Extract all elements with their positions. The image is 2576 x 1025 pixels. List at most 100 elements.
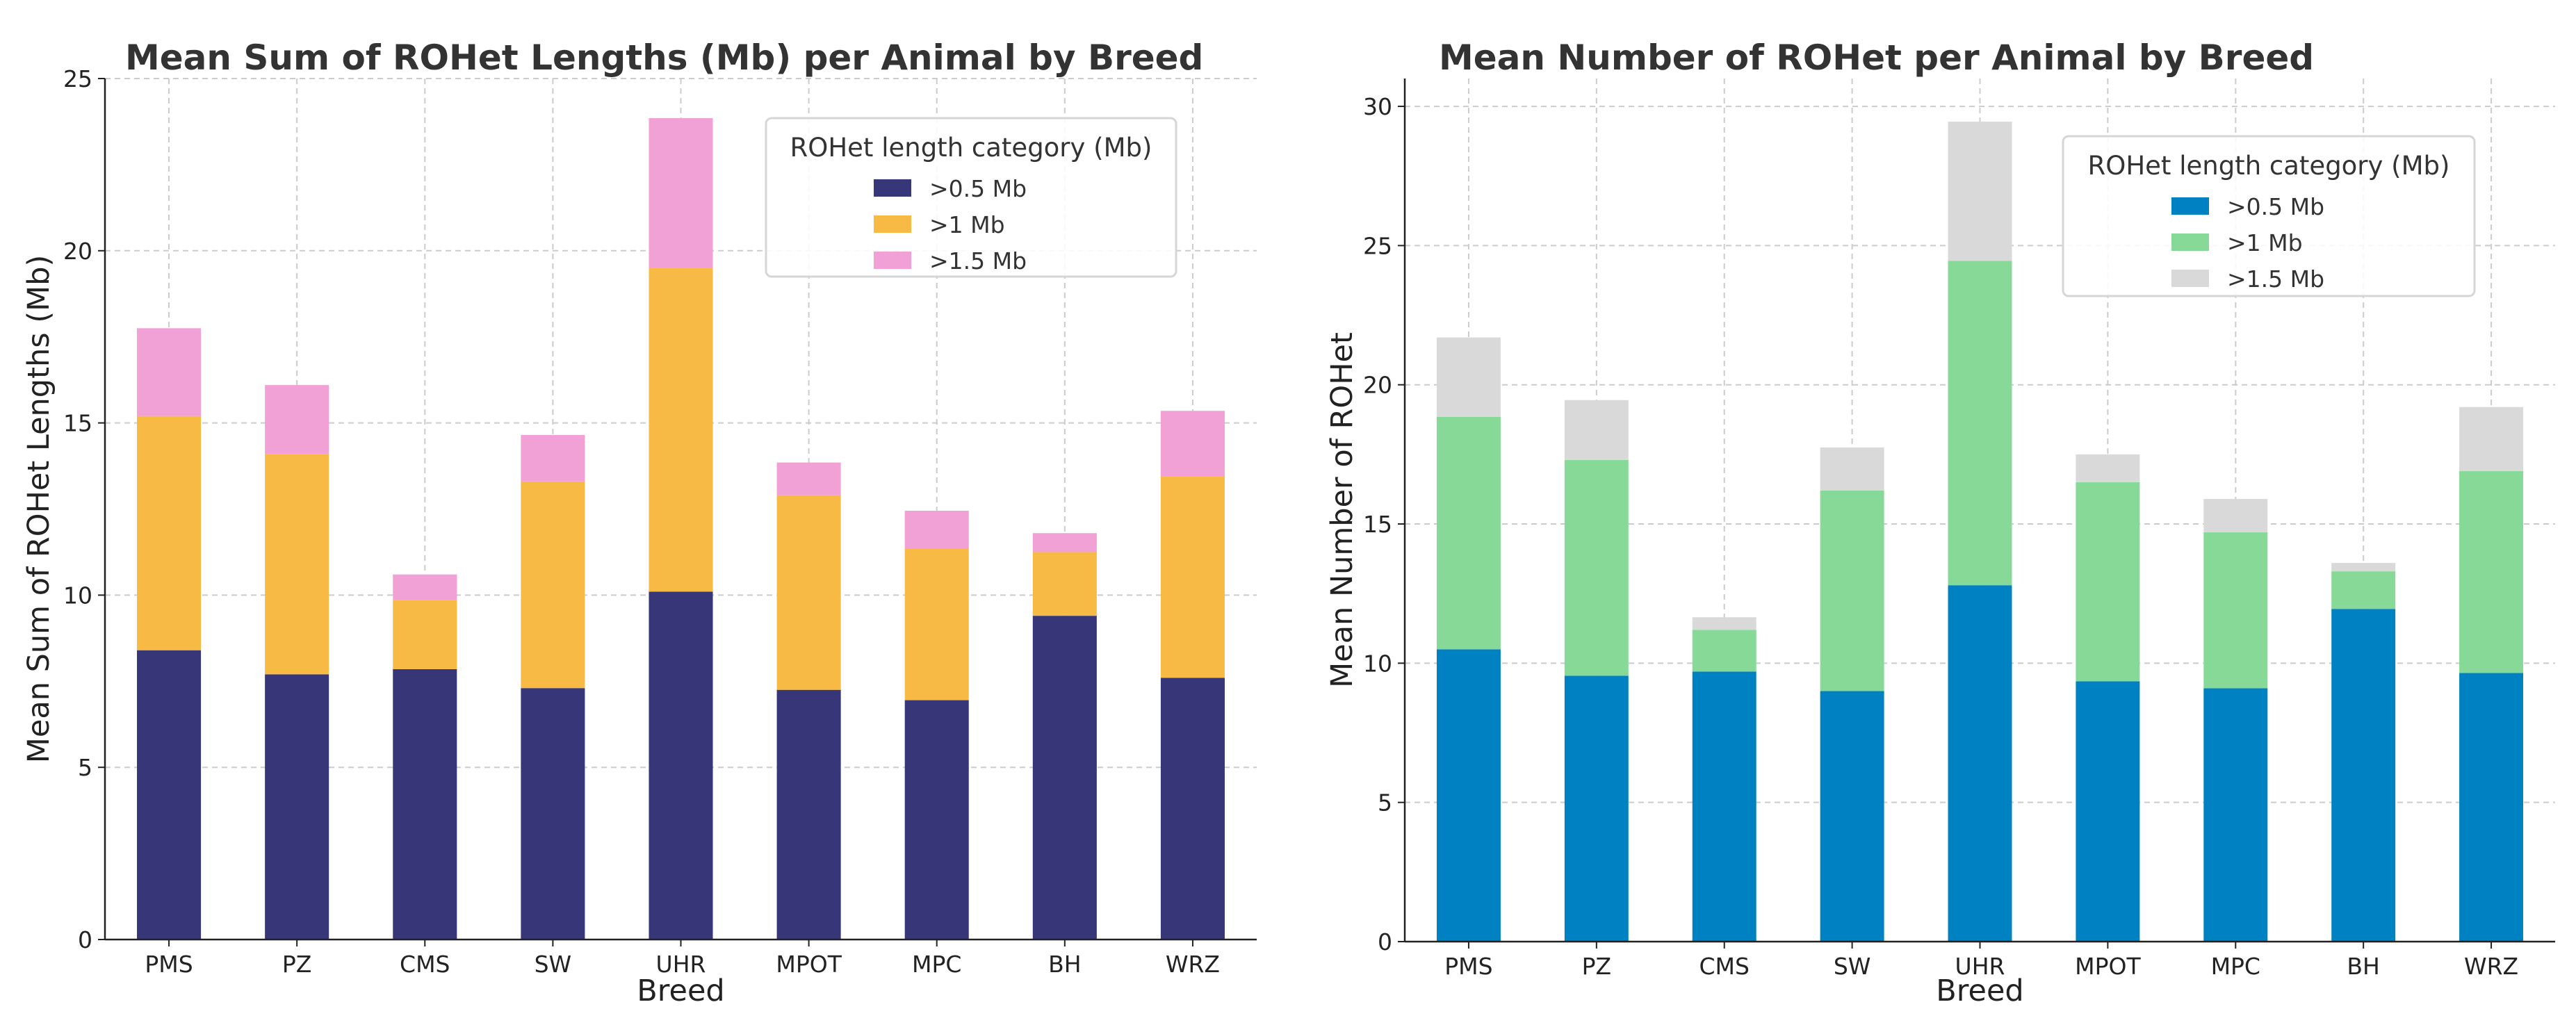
legend-title: ROHet length category (Mb) xyxy=(2088,151,2450,181)
y-tick-label: 15 xyxy=(1363,511,1392,538)
bar-MPOT-15Mb xyxy=(776,462,841,495)
bar-MPOT-15Mb xyxy=(2076,454,2140,482)
bar-BH-1Mb xyxy=(1032,552,1097,616)
y-tick-label: 20 xyxy=(1363,372,1392,399)
bar-SW-1Mb xyxy=(1820,490,1884,691)
x-tick-label: MPOT xyxy=(2075,953,2141,980)
chart-title: Mean Number of ROHet per Animal by Breed xyxy=(1439,38,2314,78)
y-tick-label: 5 xyxy=(78,754,92,781)
bar-PMS-1Mb xyxy=(1436,416,1501,650)
bar-MPC-15Mb xyxy=(904,510,969,549)
bar-UHR-1Mb xyxy=(649,268,713,592)
bar-PMS-1Mb xyxy=(137,416,202,650)
legend-box xyxy=(2062,135,2476,297)
x-tick-label: MPOT xyxy=(776,951,842,978)
bar-BH-15Mb xyxy=(2331,563,2396,572)
bar-UHR-15Mb xyxy=(1948,122,2012,261)
x-axis-label: Breed xyxy=(1936,974,2023,1008)
bar-WRZ-1Mb xyxy=(1160,476,1225,678)
legend-swatch xyxy=(874,252,911,269)
bar-BH-15Mb xyxy=(1032,533,1097,552)
x-tick-label: SW xyxy=(535,951,572,978)
bar-UHR-05Mb xyxy=(649,591,713,940)
x-tick-label: PMS xyxy=(145,951,193,978)
bar-PMS-15Mb xyxy=(1436,337,1501,417)
y-tick-label: 15 xyxy=(63,410,92,437)
bar-CMS-05Mb xyxy=(1692,671,1756,942)
legend-swatch xyxy=(874,179,911,197)
x-tick-label: BH xyxy=(1048,951,1081,978)
bar-MPOT-1Mb xyxy=(2076,482,2140,682)
legend-label: >1 Mb xyxy=(2227,229,2303,256)
x-tick-label: PZ xyxy=(1582,953,1612,980)
bar-MPC-1Mb xyxy=(904,548,969,700)
bar-MPOT-1Mb xyxy=(776,495,841,690)
bar-MPOT-05Mb xyxy=(2076,681,2140,942)
bar-MPC-05Mb xyxy=(2203,688,2268,942)
legend: ROHet length category (Mb) >0.5 Mb >1 Mb >1… xyxy=(765,117,1177,278)
x-tick-label: SW xyxy=(1834,953,1871,980)
bar-PZ-05Mb xyxy=(265,674,329,940)
bar-SW-15Mb xyxy=(521,434,585,482)
bar-CMS-1Mb xyxy=(393,600,457,669)
bar-UHR-1Mb xyxy=(1948,261,2012,586)
bar-MPC-1Mb xyxy=(2203,532,2268,689)
bar-WRZ-05Mb xyxy=(2459,673,2524,942)
bar-BH-05Mb xyxy=(1032,616,1097,940)
bar-SW-1Mb xyxy=(521,481,585,689)
y-axis-label: Mean Number of ROHet xyxy=(1325,332,1360,688)
legend-swatch xyxy=(2171,233,2209,251)
x-tick-label: CMS xyxy=(400,951,450,978)
legend-swatch xyxy=(874,215,911,233)
x-tick-label: BH xyxy=(2347,953,2379,980)
x-axis-label: Breed xyxy=(637,974,724,1008)
bar-PZ-15Mb xyxy=(265,385,329,454)
bar-SW-05Mb xyxy=(521,688,585,940)
x-tick-label: UHR xyxy=(656,951,706,978)
y-tick-label: 0 xyxy=(1378,928,1392,956)
y-tick-label: 10 xyxy=(63,582,92,609)
legend-swatch xyxy=(2171,270,2209,287)
y-tick-label: 20 xyxy=(63,238,92,265)
bar-WRZ-15Mb xyxy=(2459,407,2524,471)
y-tick-label: 5 xyxy=(1378,789,1392,817)
bar-MPC-15Mb xyxy=(2203,498,2268,533)
bar-CMS-15Mb xyxy=(393,574,457,600)
y-tick-label: 30 xyxy=(1363,93,1392,120)
x-tick-label: CMS xyxy=(1699,953,1749,980)
x-tick-label: WRZ xyxy=(1166,951,1220,978)
x-tick-label: WRZ xyxy=(2464,953,2518,980)
chart-title: Mean Sum of ROHet Lengths (Mb) per Anima… xyxy=(125,38,1203,78)
bar-WRZ-15Mb xyxy=(1160,411,1225,477)
bar-UHR-15Mb xyxy=(649,117,713,268)
y-tick-label: 10 xyxy=(1363,650,1392,677)
bar-CMS-15Mb xyxy=(1692,617,1756,630)
legend-swatch xyxy=(2171,197,2209,215)
bar-CMS-05Mb xyxy=(393,669,457,940)
legend-label: >0.5 Mb xyxy=(929,175,1027,202)
legend-label: >1.5 Mb xyxy=(929,247,1027,274)
bar-UHR-05Mb xyxy=(1948,585,2012,942)
bar-MPC-05Mb xyxy=(904,700,969,940)
y-tick-label: 25 xyxy=(1363,232,1392,259)
bar-BH-05Mb xyxy=(2331,609,2396,942)
bar-SW-05Mb xyxy=(1820,691,1884,942)
x-tick-label: MPC xyxy=(912,951,961,978)
bar-PZ-15Mb xyxy=(1564,400,1629,460)
bar-PMS-05Mb xyxy=(137,650,202,940)
y-tick-label: 0 xyxy=(78,926,92,953)
bar-WRZ-1Mb xyxy=(2459,470,2524,673)
legend: ROHet length category (Mb) >0.5 Mb >1 Mb >1… xyxy=(2062,135,2476,297)
x-tick-label: UHR xyxy=(1955,953,2005,980)
bar-WRZ-05Mb xyxy=(1160,678,1225,940)
bar-CMS-1Mb xyxy=(1692,630,1756,672)
bar-PMS-15Mb xyxy=(137,328,202,416)
y-axis-label: Mean Sum of ROHet Lengths (Mb) xyxy=(22,255,56,763)
x-tick-label: MPC xyxy=(2211,953,2260,980)
bar-SW-15Mb xyxy=(1820,447,1884,491)
bar-PZ-1Mb xyxy=(265,454,329,675)
bar-MPOT-05Mb xyxy=(776,689,841,940)
bar-PZ-1Mb xyxy=(1564,459,1629,676)
chart-2: 0 5 10 15 20 25 30 PMS PZ CMS SW UHR MPOT MPC BH WRZ Bre… xyxy=(1325,38,2555,1008)
